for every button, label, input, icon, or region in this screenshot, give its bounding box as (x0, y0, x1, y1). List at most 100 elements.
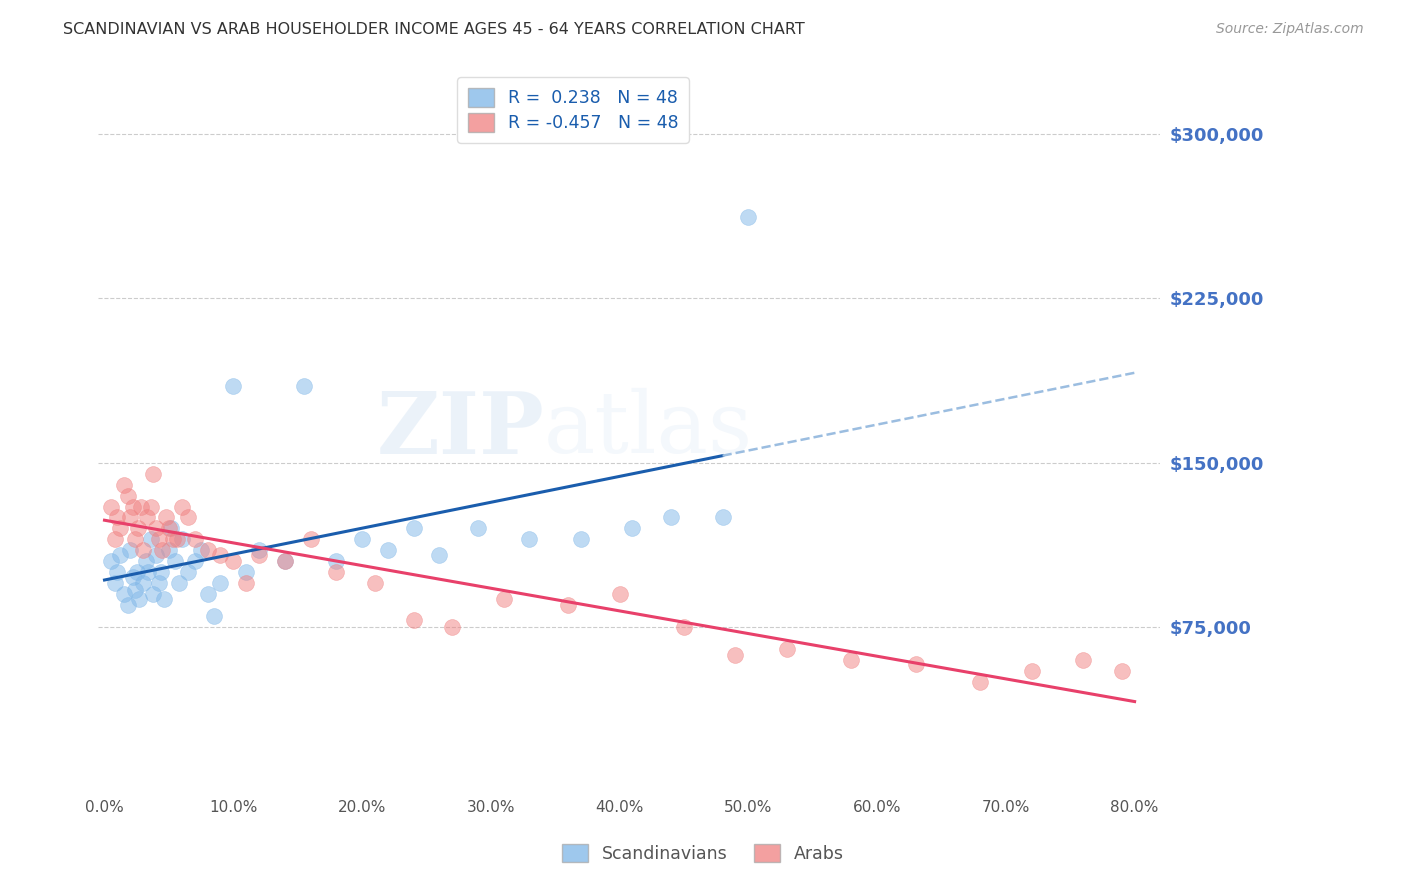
Point (152, 591, 174, 606)
Point (325, 554, 347, 568)
Point (117, 489, 139, 503)
Point (247, 543, 270, 558)
Point (108, 548, 131, 562)
Text: Source: ZipAtlas.com: Source: ZipAtlas.com (1216, 22, 1364, 37)
Point (125, 566, 148, 580)
Point (441, 620, 464, 634)
Point (152, 543, 174, 558)
Point (350, 533, 373, 547)
Point (274, 554, 297, 568)
Point (672, 620, 695, 634)
Point (104, 533, 127, 547)
Text: atlas: atlas (544, 388, 754, 472)
Point (274, 554, 297, 568)
Point (711, 510, 734, 524)
Point (105, 566, 128, 580)
Point (105, 510, 128, 524)
Point (104, 576, 127, 591)
Point (776, 641, 799, 656)
Point (737, 211, 759, 225)
Text: SCANDINAVIAN VS ARAB HOUSEHOLDER INCOME AGES 45 - 64 YEARS CORRELATION CHART: SCANDINAVIAN VS ARAB HOUSEHOLDER INCOME … (63, 22, 806, 37)
Point (190, 543, 212, 558)
Point (427, 548, 450, 562)
Point (145, 548, 167, 562)
Point (127, 521, 149, 535)
Point (222, 379, 245, 393)
Point (139, 500, 162, 514)
Point (142, 587, 165, 601)
Point (165, 554, 187, 568)
Point (209, 548, 232, 562)
Point (148, 576, 170, 591)
Point (121, 500, 143, 514)
Legend: Scandinavians, Arabs: Scandinavians, Arabs (555, 838, 851, 870)
Point (235, 576, 257, 591)
Point (117, 598, 139, 612)
Point (162, 533, 184, 547)
Point (100, 554, 122, 568)
Point (142, 467, 165, 481)
Point (377, 543, 399, 558)
Point (969, 674, 991, 689)
Point (100, 500, 122, 514)
Point (170, 500, 193, 514)
Point (120, 543, 142, 558)
Point (839, 653, 862, 667)
Point (121, 569, 143, 583)
Point (155, 510, 177, 524)
Point (467, 521, 489, 535)
Point (557, 598, 579, 612)
Point (157, 543, 180, 558)
Point (132, 543, 155, 558)
Point (150, 566, 173, 580)
Point (569, 533, 592, 547)
Point (402, 521, 425, 535)
Point (492, 591, 515, 606)
Point (148, 533, 170, 547)
Point (129, 500, 152, 514)
Point (136, 510, 159, 524)
Point (364, 576, 387, 591)
Point (325, 566, 347, 580)
Point (299, 533, 322, 547)
Point (177, 566, 200, 580)
Point (120, 510, 142, 524)
Point (157, 521, 180, 535)
Point (659, 510, 682, 524)
Point (402, 614, 425, 628)
Point (166, 533, 188, 547)
Point (183, 533, 205, 547)
Point (177, 510, 200, 524)
Point (222, 554, 245, 568)
Point (235, 566, 257, 580)
Point (197, 543, 219, 558)
Point (136, 566, 159, 580)
Point (202, 609, 225, 624)
Point (1071, 653, 1094, 667)
Point (904, 657, 927, 672)
Point (145, 521, 167, 535)
Point (1111, 664, 1133, 678)
Point (621, 521, 644, 535)
Point (519, 533, 541, 547)
Point (124, 533, 146, 547)
Point (1021, 664, 1043, 678)
Point (609, 587, 631, 601)
Point (170, 533, 193, 547)
Point (160, 521, 183, 535)
Point (292, 379, 315, 393)
Point (124, 582, 146, 597)
Point (197, 587, 219, 601)
Point (132, 576, 155, 591)
Point (209, 576, 232, 591)
Point (108, 521, 131, 535)
Point (139, 533, 162, 547)
Point (724, 648, 747, 663)
Point (128, 591, 150, 606)
Point (135, 554, 157, 568)
Text: ZIP: ZIP (377, 388, 544, 472)
Point (112, 587, 135, 601)
Point (247, 548, 270, 562)
Legend: R =  0.238   N = 48, R = -0.457   N = 48: R = 0.238 N = 48, R = -0.457 N = 48 (457, 78, 689, 143)
Point (112, 477, 135, 491)
